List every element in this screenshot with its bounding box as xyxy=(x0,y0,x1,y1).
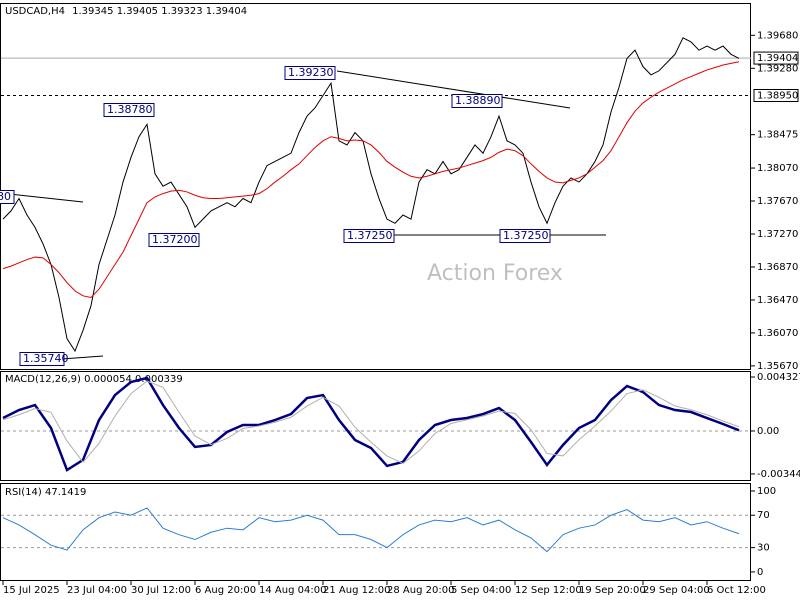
level-annotation-box xyxy=(499,229,551,243)
y-tick-label: 1.35670 xyxy=(757,361,798,372)
level-annotation: 1.37200 xyxy=(152,233,198,246)
x-tick-label: 12 Sep 12:00 xyxy=(515,585,582,596)
y-tick-label: 1.36470 xyxy=(757,295,798,306)
level-annotation: 1.35740 xyxy=(23,352,69,365)
x-tick-label: 5 Sep 04:00 xyxy=(451,585,511,596)
x-tick-label: 28 Aug 20:00 xyxy=(387,585,454,596)
trend-line xyxy=(336,70,571,109)
level-annotation-box xyxy=(148,233,200,247)
close: 1.39404 xyxy=(206,6,247,17)
high: 1.39405 xyxy=(117,6,158,17)
y-tick-label: 0.004327 xyxy=(757,372,800,383)
x-tick-label: 19 Sep 20:00 xyxy=(579,585,646,596)
y-tick-label: 70 xyxy=(757,510,770,521)
x-tick-label: 21 Aug 12:00 xyxy=(323,585,390,596)
y-tick-label: 1.36070 xyxy=(757,328,798,339)
y-tick-label: 1.36870 xyxy=(757,262,798,273)
level-annotation: 1.37250 xyxy=(347,229,393,242)
y-tick-label: -0.003444 xyxy=(757,469,800,480)
y-tick-label: 1.39680 xyxy=(757,30,798,41)
y-tick-label: 1.37270 xyxy=(757,229,798,240)
level-annotation-box xyxy=(343,229,395,243)
x-tick-label: 29 Sep 04:00 xyxy=(643,585,710,596)
level-annotation-box xyxy=(0,190,15,204)
low: 1.39323 xyxy=(161,6,202,17)
rsi-value: 47.1419 xyxy=(45,487,86,498)
watermark: Action Forex xyxy=(427,261,563,286)
y-tick-label: 100 xyxy=(757,486,776,497)
level-annotation: 1.38890 xyxy=(455,94,501,107)
price-panel xyxy=(0,3,751,370)
rsi-header: RSI(14) 47.1419 xyxy=(5,487,86,498)
y-tick-label: 1.37670 xyxy=(757,196,798,207)
series-line xyxy=(2,61,740,299)
level-annotation-box xyxy=(451,94,503,108)
rsi-panel xyxy=(0,483,751,581)
rsi-title: RSI(14) xyxy=(5,487,42,498)
y-tick-label: 30 xyxy=(757,543,770,554)
macd-panel xyxy=(0,371,751,481)
symbol: USDCAD,H4 xyxy=(5,6,65,17)
series-line xyxy=(2,380,740,464)
level-annotation-box xyxy=(284,66,336,80)
current-price-box xyxy=(753,51,799,65)
level-annotation: 80 xyxy=(0,190,11,203)
price-header: USDCAD,H4 1.39345 1.39405 1.39323 1.3940… xyxy=(5,6,247,17)
y-tick-label: 1.38475 xyxy=(757,130,798,141)
level-annotation-box xyxy=(103,103,155,117)
open: 1.39345 xyxy=(72,6,113,17)
level-annotation: 1.37250 xyxy=(503,229,549,242)
current-price-label: 1.39404 xyxy=(757,53,798,64)
level-annotation: 1.38780 xyxy=(107,103,153,116)
level-label: 1.38950 xyxy=(757,91,798,102)
x-tick-label: 6 Oct 12:00 xyxy=(707,585,766,596)
x-tick-label: 23 Jul 04:00 xyxy=(67,585,127,596)
level-annotation: 1.39230 xyxy=(288,66,334,79)
x-tick-label: 14 Aug 04:00 xyxy=(259,585,326,596)
x-tick-label: 6 Aug 20:00 xyxy=(195,585,256,596)
level-annotation-box xyxy=(19,352,65,366)
macd-title: MACD(12,26,9) xyxy=(5,374,81,385)
series-line xyxy=(2,507,740,553)
macd-value: 0.000054 xyxy=(84,374,132,385)
y-tick-label: 1.38070 xyxy=(757,163,798,174)
x-tick-label: 30 Jul 12:00 xyxy=(131,585,191,596)
level-label-box xyxy=(753,89,799,102)
x-tick-label: 15 Jul 2025 xyxy=(3,585,60,596)
y-tick-label: 0 xyxy=(757,567,763,578)
y-tick-label: 0.00 xyxy=(757,426,779,437)
signal-value: 0.000339 xyxy=(135,374,183,385)
series-line xyxy=(2,376,740,472)
macd-header: MACD(12,26,9) 0.000054 0.000339 xyxy=(5,374,183,385)
series-line xyxy=(2,37,740,353)
y-tick-label: 1.39280 xyxy=(757,63,798,74)
